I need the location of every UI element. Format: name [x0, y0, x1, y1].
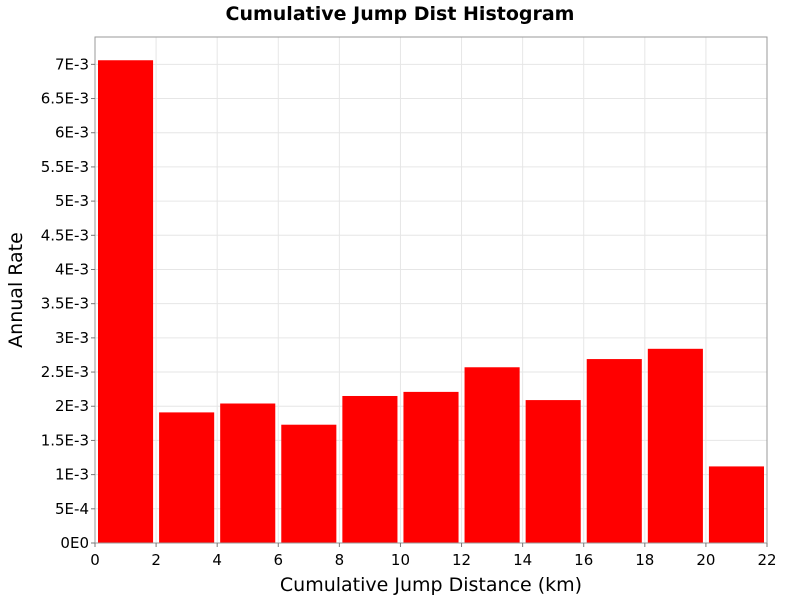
- histogram-bar: [159, 412, 215, 543]
- y-tick-label: 5E-4: [55, 500, 89, 518]
- histogram-bar: [220, 403, 276, 543]
- y-tick-label: 1E-3: [55, 466, 89, 484]
- histogram-bar: [403, 391, 459, 543]
- histogram-bar: [464, 367, 520, 543]
- x-axis-label: Cumulative Jump Distance (km): [280, 574, 582, 596]
- x-tick-label: 14: [513, 551, 532, 569]
- y-tick-label: 2.5E-3: [41, 363, 89, 381]
- y-tick-label: 0E0: [60, 534, 89, 552]
- histogram-bar: [525, 400, 581, 543]
- chart-title: Cumulative Jump Dist Histogram: [226, 3, 575, 25]
- x-tick-label: 20: [696, 551, 715, 569]
- y-tick-label: 7E-3: [55, 55, 89, 73]
- histogram-bar: [98, 60, 154, 543]
- x-tick-label: 2: [151, 551, 161, 569]
- x-tick-label: 0: [90, 551, 100, 569]
- y-tick-label: 1.5E-3: [41, 431, 89, 449]
- bars: [98, 60, 764, 543]
- x-tick-label: 12: [452, 551, 471, 569]
- x-tick-label: 4: [212, 551, 222, 569]
- x-tick-label: 16: [574, 551, 593, 569]
- y-tick-label: 3.5E-3: [41, 295, 89, 313]
- x-tick-label: 10: [391, 551, 410, 569]
- y-tick-label: 6E-3: [55, 124, 89, 142]
- x-tick-label: 18: [635, 551, 654, 569]
- x-tick-label: 22: [757, 551, 776, 569]
- histogram-bar: [586, 359, 642, 543]
- histogram-bar: [342, 395, 398, 543]
- histogram-bar: [281, 424, 337, 543]
- y-tick-label: 3E-3: [55, 329, 89, 347]
- plot-frame: [94, 36, 768, 544]
- y-tick-label: 4E-3: [55, 260, 89, 278]
- y-axis: 0E0 5E-4 1E-3 1.5E-3 2E-3 2.5E-3 3E-3 3.5E-3 4E-…: [41, 55, 95, 552]
- y-tick-label: 6.5E-3: [41, 90, 89, 108]
- histogram-bar: [647, 348, 703, 543]
- histogram-bar: [708, 466, 764, 543]
- x-tick-label: 8: [335, 551, 345, 569]
- x-axis: 0 2 4 6 8 10 12 14 16 18 20 22: [90, 543, 777, 569]
- y-axis-label: Annual Rate: [5, 232, 27, 348]
- y-tick-label: 5.5E-3: [41, 158, 89, 176]
- x-tick-label: 6: [273, 551, 283, 569]
- y-tick-label: 2E-3: [55, 397, 89, 415]
- y-tick-label: 5E-3: [55, 192, 89, 210]
- y-tick-label: 4.5E-3: [41, 226, 89, 244]
